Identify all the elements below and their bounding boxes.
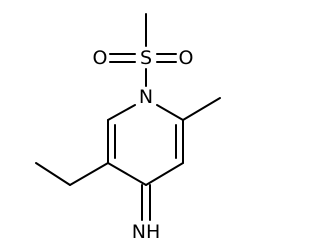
atom-label: O [93,47,108,69]
structure-diagram: S O O N NH [35,13,221,243]
bond [35,162,71,186]
bond [182,97,221,121]
bond [145,162,184,186]
atom-label: N [139,86,153,108]
atom-label: O [179,47,194,69]
atom-label: S [140,47,152,69]
bond [156,104,184,121]
atom-label: NH [132,221,161,243]
bond [69,162,109,186]
bond [107,162,147,186]
bonds [35,13,221,221]
bond [107,104,136,121]
